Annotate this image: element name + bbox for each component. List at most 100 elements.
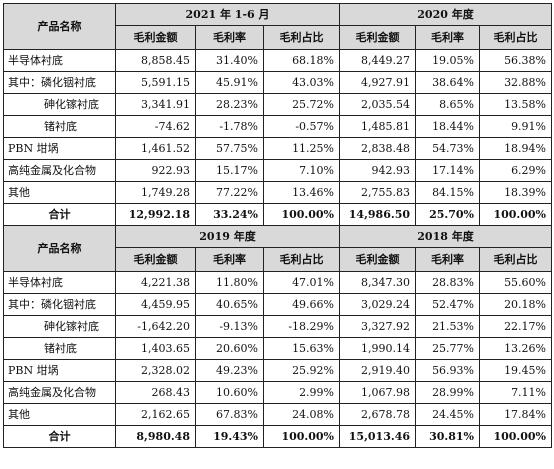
table-cell: 20.60%: [195, 337, 264, 360]
table-cell: -74.62: [115, 115, 196, 138]
total-cell: 100.00%: [479, 203, 553, 226]
table-cell: 19.45%: [479, 359, 553, 382]
table-cell: 28.99%: [415, 381, 481, 404]
table-cell: 4,927.91: [339, 71, 417, 94]
table-row: 锗衬底 -74.62 -1.78% -0.57% 1,485.81 18.44% 9.91%: [3, 115, 553, 138]
period-header: 2019 年度: [114, 225, 341, 248]
table-row: 砷化镓衬底 -1,642.20 -9.13% -18.29% 3,327.92 21.53…: [3, 315, 553, 338]
header-row-metrics: 毛利金额 毛利率 毛利占比 毛利金额 毛利率 毛利占比: [4, 247, 553, 272]
column-header-metric: 毛利金额: [339, 247, 417, 272]
table-cell: 8,347.30: [339, 271, 417, 294]
row-product-name: 半导体衬底: [3, 49, 116, 72]
row-product-name: 高纯金属及化合物: [3, 159, 116, 182]
table-cell: 1,403.65: [115, 337, 196, 360]
table-cell: 2,035.54: [339, 93, 417, 116]
table-cell: 1,749.28: [115, 181, 196, 204]
row-product-name: PBN 坩埚: [3, 137, 116, 160]
table-cell: 922.93: [115, 159, 196, 182]
table-cell: 2,755.83: [339, 181, 417, 204]
table-cell: -1,642.20: [115, 315, 196, 338]
table-cell: 47.01%: [262, 271, 341, 294]
table-cell: 6.29%: [479, 159, 553, 182]
table-cell: 13.26%: [479, 337, 553, 360]
table-row: 其他 2,162.65 67.83% 24.08% 2,678.78 24.45% 17.8…: [3, 403, 553, 426]
table-cell: 28.83%: [415, 271, 481, 294]
table-cell: 24.45%: [415, 403, 481, 426]
table-cell: 8,449.27: [339, 49, 417, 72]
table-cell: 25.92%: [262, 359, 341, 382]
table-cell: 2.99%: [262, 381, 341, 404]
table-cell: 54.73%: [415, 137, 481, 160]
row-product-name: 其中：磷化铟衬底: [3, 71, 116, 94]
header-row-periods: 产品名称 2021 年 1-6 月 2020 年度: [3, 3, 553, 50]
total-cell: 14,986.50: [339, 203, 417, 226]
table-row: 其他 1,749.28 77.22% 13.46% 2,755.83 84.15% 18.3…: [3, 181, 553, 204]
table-cell: 3,341.91: [115, 93, 196, 116]
table-cell: 32.88%: [479, 71, 553, 94]
table-cell: 11.80%: [195, 271, 264, 294]
table-cell: 9.91%: [479, 115, 553, 138]
table-cell: 24.08%: [262, 403, 341, 426]
row-product-name: 其中：磷化铟衬底: [3, 293, 116, 316]
row-product-name: 砷化镓衬底: [3, 93, 116, 116]
table-cell: 55.60%: [479, 271, 553, 294]
table-cell: 52.47%: [415, 293, 481, 316]
total-row: 合计 12,992.18 33.24% 100.00% 14,986.50 25.70% 1…: [3, 203, 553, 226]
table-cell: 17.84%: [479, 403, 553, 426]
column-header-metric: 毛利率: [195, 247, 264, 272]
table-cell: 18.94%: [479, 137, 553, 160]
table-cell: 10.60%: [195, 381, 264, 404]
table-cell: -18.29%: [262, 315, 341, 338]
table-cell: 15.63%: [262, 337, 341, 360]
table-cell: 7.10%: [262, 159, 341, 182]
column-header-metric: 毛利率: [415, 247, 481, 272]
gross-profit-table: 产品名称 2021 年 1-6 月 2020 年度 毛利金额 毛利率 毛利占比 毛利金额 毛利…: [3, 3, 553, 448]
table-cell: 18.44%: [415, 115, 481, 138]
total-cell: 33.24%: [195, 203, 264, 226]
period-header: 2020 年度: [339, 3, 553, 26]
table-cell: 13.46%: [262, 181, 341, 204]
table-cell: 20.18%: [479, 293, 553, 316]
row-product-name: 高纯金属及化合物: [3, 381, 116, 404]
table-row: 锗衬底 1,403.65 20.60% 15.63% 1,990.14 25.77% 13.…: [3, 337, 553, 360]
total-cell: 12,992.18: [115, 203, 196, 226]
table-cell: 43.03%: [262, 71, 341, 94]
total-cell: 25.70%: [415, 203, 481, 226]
total-cell: 100.00%: [479, 425, 553, 448]
column-header-product: 产品名称: [3, 3, 116, 50]
column-header-metric: 毛利金额: [339, 25, 417, 50]
row-product-name: 砷化镓衬底: [3, 315, 116, 338]
table-cell: 268.43: [115, 381, 196, 404]
header-row-periods: 产品名称 2019 年度 2018 年度: [3, 225, 553, 272]
table-cell: 19.05%: [415, 49, 481, 72]
column-header-metric: 毛利占比: [262, 25, 341, 50]
table-cell: 1,461.52: [115, 137, 196, 160]
table-cell: 1,067.98: [339, 381, 417, 404]
header-row-metrics: 毛利金额 毛利率 毛利占比 毛利金额 毛利率 毛利占比: [4, 25, 553, 50]
table-row: 砷化镓衬底 3,341.91 28.23% 25.72% 2,035.54 8.65% 13…: [3, 93, 553, 116]
table-cell: -0.57%: [262, 115, 341, 138]
table-cell: 40.65%: [195, 293, 264, 316]
table-row: PBN 坩埚 2,328.02 49.23% 25.92% 2,919.40 56.93%…: [3, 359, 553, 382]
table-cell: 28.23%: [195, 93, 264, 116]
table-cell: 25.72%: [262, 93, 341, 116]
table-cell: 38.64%: [415, 71, 481, 94]
table-cell: 77.22%: [195, 181, 264, 204]
table-cell: 49.23%: [195, 359, 264, 382]
table-cell: 49.66%: [262, 293, 341, 316]
table-cell: 57.75%: [195, 137, 264, 160]
row-product-name: 锗衬底: [3, 115, 116, 138]
table-cell: 31.40%: [195, 49, 264, 72]
table-cell: 2,678.78: [339, 403, 417, 426]
column-header-metric: 毛利占比: [479, 247, 553, 272]
column-header-metric: 毛利金额: [115, 25, 196, 50]
table-cell: 5,591.15: [115, 71, 196, 94]
table-cell: 22.17%: [479, 315, 553, 338]
table-row: 高纯金属及化合物 922.93 15.17% 7.10% 942.93 17.14% 6.2…: [3, 159, 553, 182]
column-header-metric: 毛利占比: [479, 25, 553, 50]
table-row: 半导体衬底 8,858.45 31.40% 68.18% 8,449.27 19.05% 5…: [3, 49, 553, 72]
table-cell: 18.39%: [479, 181, 553, 204]
table-cell: 2,838.48: [339, 137, 417, 160]
total-row: 合计 8,980.48 19.43% 100.00% 15,013.46 30.81% 10…: [3, 425, 553, 448]
table-cell: 1,990.14: [339, 337, 417, 360]
